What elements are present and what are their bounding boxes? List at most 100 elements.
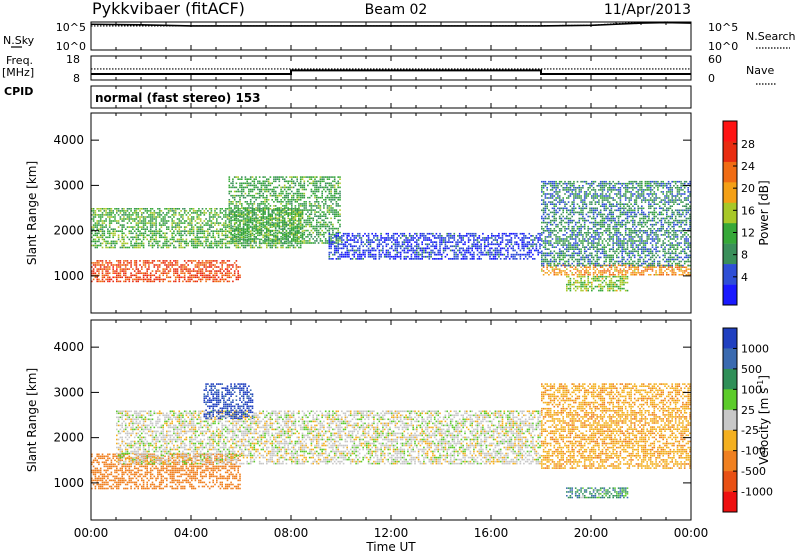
range-gate-cell: [137, 276, 139, 279]
range-gate-cell: [91, 218, 93, 220]
range-gate-cell: [287, 223, 289, 226]
range-gate-cell: [548, 274, 550, 276]
range-gate-cell: [167, 216, 170, 218]
range-gate-cell: [416, 251, 418, 254]
range-gate-cell: [546, 242, 548, 244]
range-gate-cell: [149, 280, 152, 283]
range-gate-cell: [114, 234, 116, 237]
range-gate-cell: [291, 205, 293, 207]
range-gate-cell: [294, 219, 297, 222]
range-gate-cell: [317, 201, 320, 203]
range-gate-cell: [169, 210, 172, 212]
range-gate-cell: [310, 233, 313, 236]
range-gate-cell: [383, 255, 386, 258]
range-gate-cell: [214, 222, 216, 224]
range-gate-cell: [441, 239, 443, 241]
range-gate-cell: [112, 220, 114, 222]
range-gate-cell: [119, 230, 122, 232]
freq-unit-label: [MHz]: [2, 66, 34, 79]
range-gate-cell: [439, 245, 441, 248]
range-gate-cell: [551, 252, 554, 255]
range-gate-cell: [301, 217, 304, 220]
range-gate-cell: [319, 215, 322, 217]
range-gate-cell: [291, 244, 293, 247]
range-gate-cell: [230, 201, 232, 203]
range-gate-cell: [255, 184, 257, 187]
range-gate-cell: [410, 243, 413, 246]
range-gate-cell: [276, 186, 279, 189]
range-gate-cell: [399, 245, 402, 248]
range-gate-cell: [494, 235, 497, 237]
range-gate-cell: [239, 233, 241, 236]
range-gate-cell: [151, 262, 154, 264]
range-gate-cell: [494, 258, 497, 260]
range-gate-cell: [617, 264, 620, 267]
range-gate-cell: [307, 236, 309, 238]
range-gate-cell: [460, 247, 463, 250]
range-gate-cell: [324, 240, 327, 242]
range-gate-cell: [148, 220, 150, 222]
range-gate-cell: [499, 249, 502, 252]
range-gate-cell: [198, 232, 200, 235]
range-gate-cell: [355, 251, 357, 254]
range-gate-cell: [453, 251, 456, 254]
range-gate-cell: [253, 219, 256, 222]
range-gate-cell: [235, 207, 238, 209]
range-gate-cell: [164, 270, 166, 272]
range-gate-cell: [210, 220, 213, 222]
range-gate-cell: [210, 266, 213, 268]
range-gate-cell: [292, 194, 295, 197]
range-gate-cell: [196, 242, 198, 245]
range-gate-cell: [144, 278, 147, 281]
range-gate-cell: [357, 247, 359, 250]
range-gate-cell: [412, 237, 414, 239]
range-gate-cell: [108, 230, 111, 232]
range-gate-cell: [357, 253, 359, 256]
range-gate-cell: [312, 180, 314, 183]
range-gate-cell: [208, 228, 211, 230]
range-gate-cell: [512, 258, 514, 260]
range-gate-cell: [678, 274, 681, 276]
range-gate-cell: [558, 201, 561, 203]
range-gate-cell: [549, 250, 552, 253]
range-gate-cell: [553, 191, 556, 193]
range-gate-cell: [207, 274, 209, 277]
range-gate-cell: [335, 213, 338, 215]
range-gate-cell: [269, 192, 272, 195]
range-gate-cell: [271, 211, 273, 213]
range-gate-cell: [173, 272, 175, 274]
range-gate-cell: [599, 270, 602, 272]
range-gate-cell: [144, 236, 147, 239]
range-gate-cell: [346, 245, 348, 248]
range-gate-cell: [549, 242, 552, 244]
range-gate-cell: [530, 239, 532, 241]
range-gate-cell: [223, 262, 225, 264]
range-gate-cell: [264, 218, 266, 220]
range-gate-cell: [221, 244, 223, 247]
range-gate-cell: [464, 241, 466, 243]
range-gate-cell: [419, 237, 422, 239]
range-gate-cell: [328, 241, 331, 243]
range-gate-cell: [514, 249, 516, 252]
range-gate-cell: [316, 223, 318, 226]
range-gate-cell: [237, 226, 239, 228]
range-gate-cell: [149, 216, 152, 218]
range-gate-cell: [517, 247, 520, 250]
range-gate-cell: [385, 253, 388, 256]
range-gate-cell: [328, 207, 331, 209]
range-gate-cell: [310, 182, 313, 185]
range-gate-cell: [98, 280, 100, 283]
range-gate-cell: [162, 216, 164, 218]
range-gate-cell: [264, 238, 266, 240]
range-gate-cell: [578, 274, 581, 276]
range-gate-cell: [291, 222, 293, 224]
range-gate-cell: [391, 241, 393, 243]
range-gate-cell: [298, 207, 300, 209]
range-gate-cell: [266, 226, 268, 228]
range-gate-cell: [271, 226, 273, 228]
range-gate-cell: [94, 232, 97, 235]
range-gate-cell: [287, 182, 289, 185]
range-gate-cell: [339, 219, 341, 222]
range-gate-cell: [164, 264, 166, 266]
range-gate-cell: [126, 242, 129, 245]
